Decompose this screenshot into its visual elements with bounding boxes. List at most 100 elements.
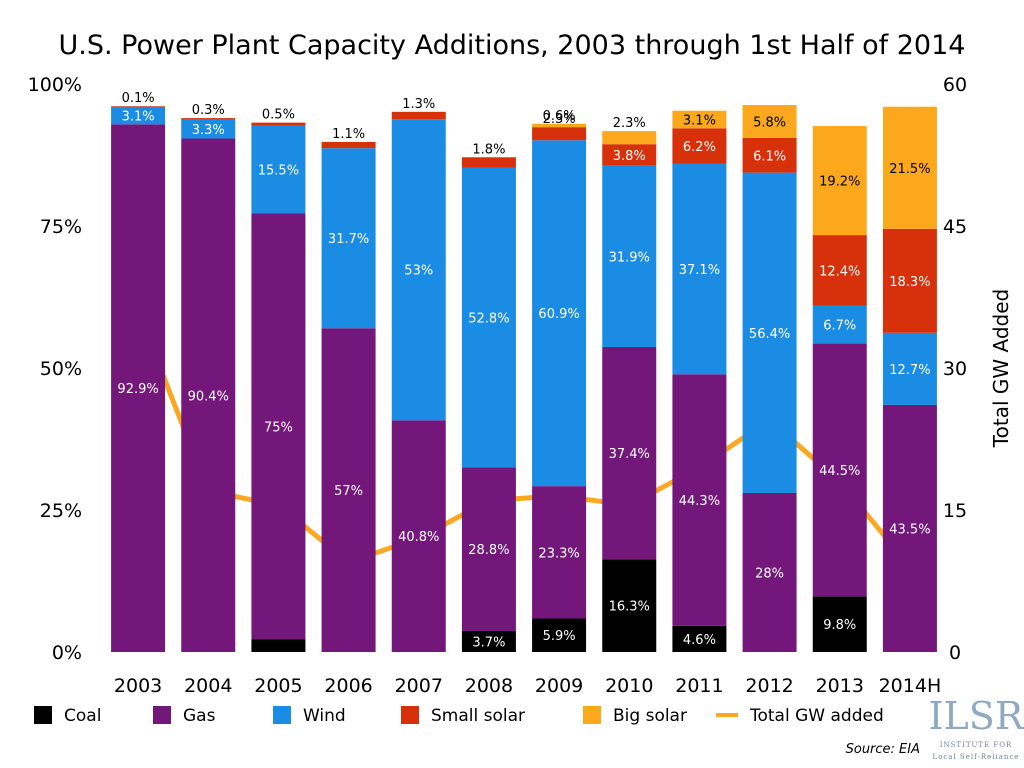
label-small-solar-2006: 1.1% [332,127,365,142]
bar-wind-2005 [251,125,306,214]
label-gas-2010: 37.4% [609,447,650,462]
bar-wind-2008 [461,167,516,468]
right-tick-30: 30 [943,358,967,380]
left-tick-75: 75% [40,216,82,238]
label-gas-2008: 28.8% [468,543,509,558]
bar-coal-2009 [532,618,587,652]
bar-small-solar-2003 [111,106,166,107]
bar-gas-2006 [321,328,376,652]
label-wind-2004: 3.3% [192,123,225,138]
label-small-solar-2014H: 18.3% [889,275,930,290]
bar-gas-2003 [111,124,166,652]
right-tick-45: 45 [943,216,967,238]
left-axis: 0% 25% 50% 75% 100% [28,74,82,664]
legend-swatch-coal [34,706,52,724]
x-tick-2003: 2003 [114,675,162,697]
label-big-solar-2013: 19.2% [819,175,860,190]
bar-gas-2012 [742,492,797,652]
label-small-solar-2010: 3.8% [613,149,646,164]
bars: 92.9%3.1%0.1%90.4%3.3%0.3%2.2%75%15.5%0.… [111,91,937,652]
bar-group-2005: 2.2%75%15.5%0.5% [251,108,306,652]
left-tick-100: 100% [28,74,82,96]
legend: Coal Gas Wind Small solar Big solar Total GW … [34,706,884,726]
bar-wind-2003 [111,106,166,125]
right-axis: 0 15 30 45 60 [943,74,967,664]
x-tick-2007: 2007 [395,675,443,697]
bar-small-solar-2005 [251,122,306,126]
bar-gas-2005 [251,213,306,640]
bar-group-2013: 9.8% 44.5% 6.7% 12.4% 19.2% [812,126,867,652]
bar-small-solar-2004 [181,118,236,120]
bar-coal-2013 [812,596,867,652]
label-wind-2012: 56.4% [749,327,790,342]
x-tick-2008: 2008 [465,675,513,697]
x-tick-2006: 2006 [324,675,372,697]
label-gas-2005: 75% [264,421,293,436]
legend-label-total-gw-added: Total GW added [749,706,884,726]
bar-wind-2009 [532,140,587,487]
legend-label-big-solar: Big solar [613,706,687,726]
bar-wind-2011 [672,163,727,375]
label-big-solar-2012: 5.8% [753,115,786,130]
label-gas-2009: 23.3% [538,546,579,561]
label-coal-2010: 16.3% [609,600,650,615]
label-coal-2009: 5.9% [543,629,576,644]
bar-big-solar-2013 [812,126,867,236]
bar-wind-2007 [391,119,446,421]
bar-gas-2014H [882,404,937,652]
legend-swatch-wind [273,706,291,724]
right-axis-title: Total GW Added [989,289,1013,448]
label-wind-2006: 31.7% [328,232,369,247]
bar-group-2006: 57% 31.7% 1.1% [321,127,376,652]
label-small-solar-2005: 0.5% [262,108,295,123]
label-small-solar-2008: 1.8% [472,142,505,157]
bar-small-solar-2013 [812,235,867,306]
label-gas-2003: 92.9% [117,382,158,397]
legend-label-wind: Wind [303,706,346,726]
bar-big-solar-2012 [742,105,797,138]
legend-label-coal: Coal [64,706,101,726]
label-gas-2014H: 43.5% [889,522,930,537]
bar-small-solar-2012 [742,137,797,173]
label-wind-2013: 6.7% [823,319,856,334]
ilsr-logo: ILSR INSTITUTE FOR Local Self-Reliance [929,694,1024,761]
x-tick-2011: 2011 [675,675,723,697]
bar-big-solar-2011 [672,110,727,129]
label-gas-2004: 90.4% [188,389,229,404]
bar-gas-2010 [602,346,657,560]
bar-coal-2011 [672,625,727,652]
label-small-solar-2012: 6.1% [753,149,786,164]
logo-wordmark: ILSR [929,694,1024,738]
label-small-solar-2013: 12.4% [819,264,860,279]
bar-big-solar-2014H [882,106,937,229]
label-gas-2006: 57% [334,484,363,499]
right-tick-60: 60 [943,74,967,96]
label-wind-2009: 60.9% [538,307,579,322]
label-wind-2014H: 12.7% [889,363,930,378]
bar-big-solar-2010 [602,131,657,145]
bar-big-solar-2009 [532,123,587,128]
bar-gas-2008 [461,467,516,631]
bar-group-2007: 40.8% 53% 1.3% [391,97,446,652]
label-small-solar-2003: 0.1% [122,91,155,106]
label-big-solar-2010: 2.3% [613,116,646,131]
left-tick-50: 50% [40,358,82,380]
bar-small-solar-2011 [672,128,727,164]
label-wind-2003: 3.1% [122,110,155,125]
left-tick-0: 0% [52,642,82,664]
label-gas-2007: 40.8% [398,530,439,545]
bar-wind-2010 [602,165,657,347]
label-small-solar-2011: 6.2% [683,140,716,155]
source-note: Source: EIA [846,742,920,757]
right-tick-0: 0 [949,642,961,664]
legend-label-gas: Gas [183,706,216,726]
bar-coal-2005 [251,639,306,652]
x-tick-2010: 2010 [605,675,653,697]
logo-line-2: Local Self-Reliance [933,753,1020,761]
legend-swatch-small-solar [401,706,419,724]
label-small-solar-2007: 1.3% [402,97,435,112]
label-wind-2010: 31.9% [609,250,650,265]
label-coal-2008: 3.7% [472,635,505,650]
right-tick-15: 15 [943,500,967,522]
label-wind-2011: 37.1% [679,263,720,278]
